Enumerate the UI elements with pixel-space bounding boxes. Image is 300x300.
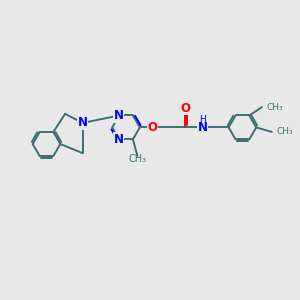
Text: O: O bbox=[180, 102, 190, 115]
Text: CH₃: CH₃ bbox=[266, 103, 283, 112]
Text: N: N bbox=[198, 121, 208, 134]
Text: N: N bbox=[113, 109, 124, 122]
Text: N: N bbox=[77, 116, 88, 129]
Text: O: O bbox=[147, 121, 158, 134]
Text: H: H bbox=[200, 116, 206, 124]
Text: CH₃: CH₃ bbox=[276, 128, 293, 136]
Text: N: N bbox=[113, 133, 124, 146]
Text: CH₃: CH₃ bbox=[128, 154, 146, 164]
